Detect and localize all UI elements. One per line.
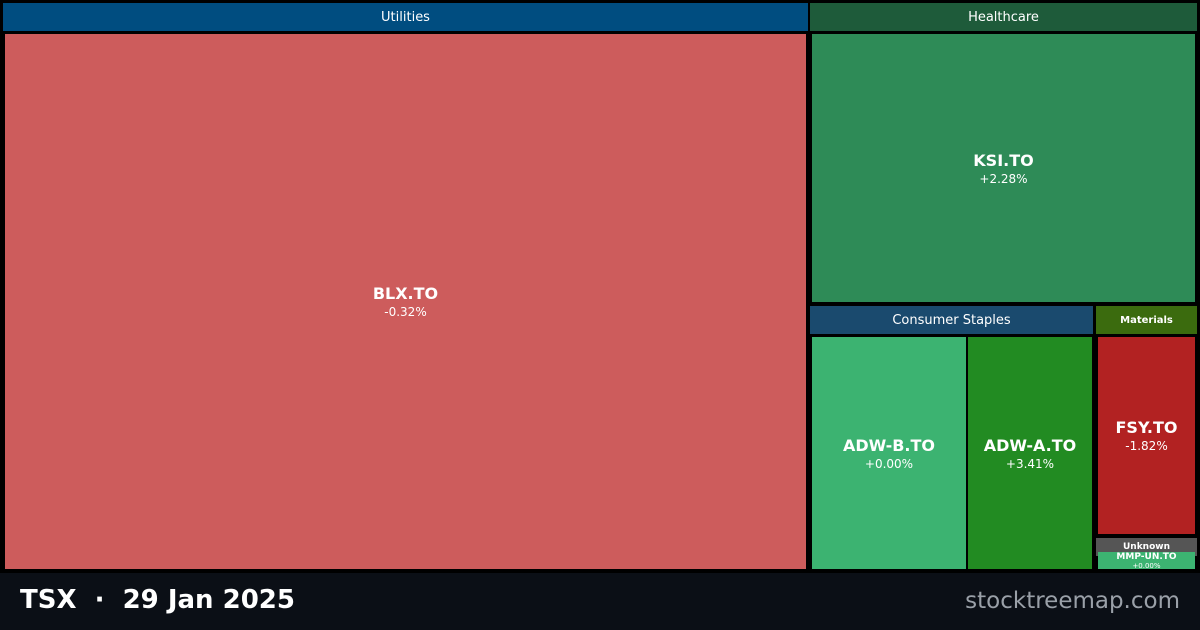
ticker: ADW-B.TO (842, 435, 936, 455)
ticker: MMP-UN.TO (1116, 552, 1177, 562)
sector-header: Healthcare (810, 3, 1197, 31)
change: +2.28% (979, 171, 1028, 186)
change: +0.00% (1132, 562, 1161, 570)
sector-header: Unknown (1096, 538, 1197, 556)
ticker: BLX.TO (372, 284, 439, 303)
footer-title: TSX · 29 Jan 2025 (20, 585, 295, 615)
sector-header: Utilities (3, 3, 808, 31)
change: -0.32% (384, 305, 427, 319)
sector-header: Consumer Staples (810, 306, 1093, 334)
ticker: ADW-A.TO (983, 435, 1077, 455)
change: +0.00% (864, 456, 914, 471)
stock-tile: MMP-UN.TO +0.00% (1098, 552, 1195, 570)
stock-tile: FSY.TO -1.82% (1098, 337, 1195, 534)
stock-tile: ADW-B.TO +0.00% (812, 337, 966, 569)
stock-tile: KSI.TO +2.28% (812, 34, 1195, 302)
stock-tile: BLX.TO -0.32% (5, 34, 806, 569)
sector-header: Materials (1096, 306, 1197, 334)
stock-tile: ADW-A.TO +3.41% (968, 337, 1092, 569)
ticker: KSI.TO (973, 150, 1034, 170)
ticker: FSY.TO (1115, 418, 1178, 437)
site-name[interactable]: stocktreemap.com (965, 588, 1180, 614)
change: +3.41% (1005, 456, 1055, 471)
footer: TSX · 29 Jan 2025 stocktreemap.com (0, 573, 1200, 630)
change: -1.82% (1125, 439, 1168, 453)
